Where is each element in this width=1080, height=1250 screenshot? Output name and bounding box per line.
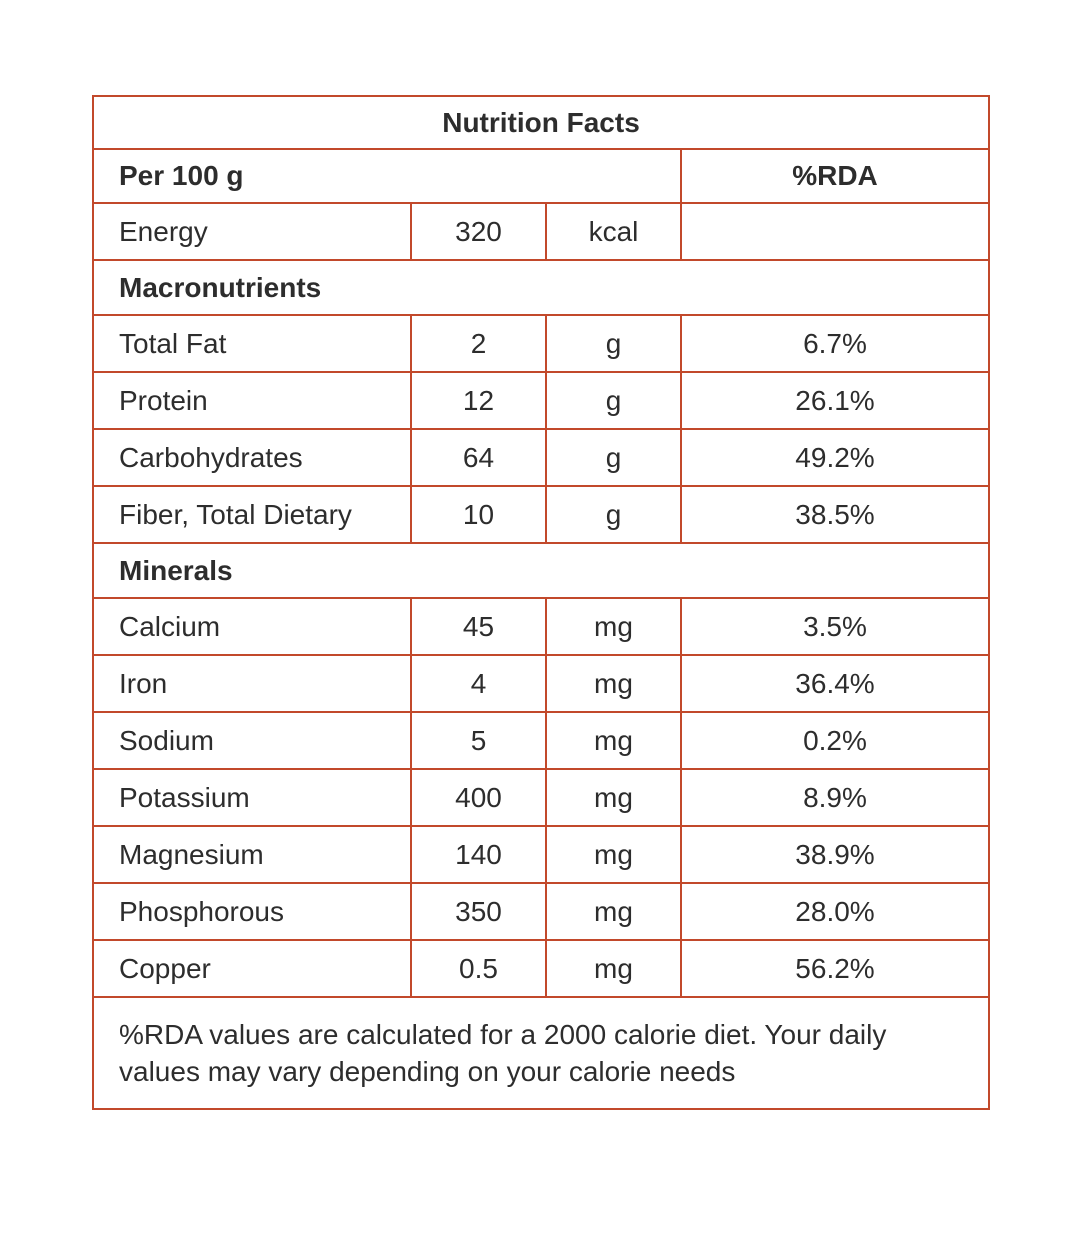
- nutrient-label: Potassium: [92, 768, 412, 827]
- nutrient-value: 350: [410, 882, 547, 941]
- nutrient-row: Fiber, Total Dietary 10 g 38.5%: [92, 485, 990, 544]
- nutrient-label: Fiber, Total Dietary: [92, 485, 412, 544]
- nutrient-value: 10: [410, 485, 547, 544]
- nutrient-unit: mg: [545, 939, 682, 998]
- nutrient-rda: [680, 202, 990, 261]
- nutrient-value: 4: [410, 654, 547, 713]
- section-header-row: Macronutrients: [92, 259, 990, 316]
- section-title: Macronutrients: [92, 259, 990, 316]
- nutrient-label: Sodium: [92, 711, 412, 770]
- nutrient-label: Carbohydrates: [92, 428, 412, 487]
- nutrient-unit: kcal: [545, 202, 682, 261]
- nutrient-row: Iron 4 mg 36.4%: [92, 654, 990, 713]
- nutrient-row: Copper 0.5 mg 56.2%: [92, 939, 990, 998]
- nutrient-unit: mg: [545, 882, 682, 941]
- nutrient-unit: mg: [545, 768, 682, 827]
- energy-row: Energy 320 kcal: [92, 202, 990, 261]
- nutrient-rda: 0.2%: [680, 711, 990, 770]
- nutrient-unit: mg: [545, 711, 682, 770]
- nutrient-row: Magnesium 140 mg 38.9%: [92, 825, 990, 884]
- nutrient-label: Total Fat: [92, 314, 412, 373]
- nutrient-label: Calcium: [92, 597, 412, 656]
- nutrient-unit: mg: [545, 654, 682, 713]
- nutrient-row: Phosphorous 350 mg 28.0%: [92, 882, 990, 941]
- nutrient-value: 64: [410, 428, 547, 487]
- nutrient-unit: g: [545, 371, 682, 430]
- nutrient-unit: g: [545, 314, 682, 373]
- nutrient-rda: 8.9%: [680, 768, 990, 827]
- nutrient-rda: 3.5%: [680, 597, 990, 656]
- nutrient-value: 12: [410, 371, 547, 430]
- nutrient-value: 140: [410, 825, 547, 884]
- nutrient-row: Potassium 400 mg 8.9%: [92, 768, 990, 827]
- nutrient-value: 0.5: [410, 939, 547, 998]
- section-title: Minerals: [92, 542, 990, 599]
- nutrient-unit: mg: [545, 825, 682, 884]
- nutrient-rda: 49.2%: [680, 428, 990, 487]
- nutrient-unit: g: [545, 485, 682, 544]
- nutrient-unit: g: [545, 428, 682, 487]
- column-header-row: Per 100 g %RDA: [92, 148, 990, 204]
- nutrient-rda: 56.2%: [680, 939, 990, 998]
- rda-column-header: %RDA: [680, 148, 990, 204]
- nutrient-row: Calcium 45 mg 3.5%: [92, 597, 990, 656]
- title-row: Nutrition Facts: [92, 95, 990, 150]
- nutrient-label: Iron: [92, 654, 412, 713]
- nutrient-label: Magnesium: [92, 825, 412, 884]
- section-header-row: Minerals: [92, 542, 990, 599]
- nutrient-rda: 38.5%: [680, 485, 990, 544]
- nutrient-rda: 26.1%: [680, 371, 990, 430]
- page-title: Nutrition Facts: [92, 95, 990, 150]
- nutrient-label: Copper: [92, 939, 412, 998]
- serving-size-header: Per 100 g: [92, 148, 682, 204]
- nutrient-rda: 36.4%: [680, 654, 990, 713]
- nutrient-row: Carbohydrates 64 g 49.2%: [92, 428, 990, 487]
- nutrient-value: 400: [410, 768, 547, 827]
- footnote-row: %RDA values are calculated for a 2000 ca…: [92, 996, 990, 1110]
- nutrient-row: Protein 12 g 26.1%: [92, 371, 990, 430]
- footnote: %RDA values are calculated for a 2000 ca…: [92, 996, 990, 1110]
- nutrient-value: 45: [410, 597, 547, 656]
- nutrient-rda: 38.9%: [680, 825, 990, 884]
- nutrient-value: 2: [410, 314, 547, 373]
- nutrient-unit: mg: [545, 597, 682, 656]
- nutrient-label: Phosphorous: [92, 882, 412, 941]
- nutrient-value: 320: [410, 202, 547, 261]
- nutrient-label: Protein: [92, 371, 412, 430]
- nutrient-row: Sodium 5 mg 0.2%: [92, 711, 990, 770]
- table-body: Nutrition Facts Per 100 g %RDA Energy 32…: [92, 95, 990, 1110]
- nutrient-label: Energy: [92, 202, 412, 261]
- nutrient-rda: 28.0%: [680, 882, 990, 941]
- nutrient-row: Total Fat 2 g 6.7%: [92, 314, 990, 373]
- nutrient-value: 5: [410, 711, 547, 770]
- nutrient-rda: 6.7%: [680, 314, 990, 373]
- nutrition-facts-table: Nutrition Facts Per 100 g %RDA Energy 32…: [92, 95, 990, 1110]
